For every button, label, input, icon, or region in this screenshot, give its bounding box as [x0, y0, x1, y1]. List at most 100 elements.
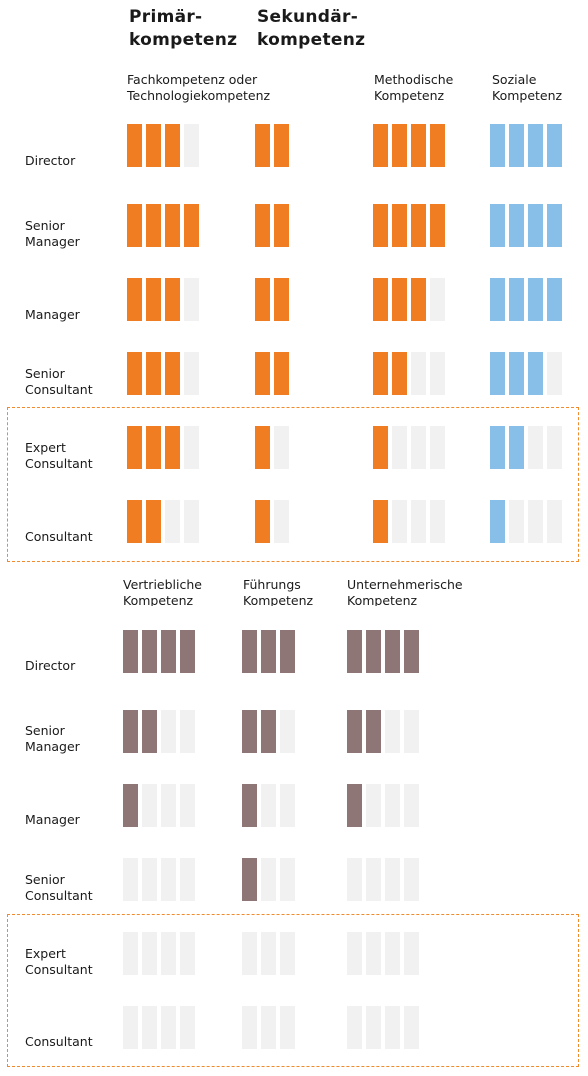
- bar-seg-s1-c1-director-1-filled: [127, 124, 142, 167]
- bar-seg-s1-c1-manager-4-empty: [184, 278, 199, 321]
- bar-seg-s2-c2-senior-manager-3-empty: [280, 710, 295, 753]
- bar-seg-s1-c1-consultant-2-filled: [146, 500, 161, 543]
- bar-seg-s1-c1-consultant-3-empty: [165, 500, 180, 543]
- bar-seg-s1-c3-consultant-4-empty: [430, 500, 445, 543]
- bar-seg-s1-c3-expert-consultant-2-empty: [392, 426, 407, 469]
- bar-seg-s1-c2-consultant-2-empty: [274, 500, 289, 543]
- bar-seg-s1-c4-director-4-filled: [547, 124, 562, 167]
- bar-seg-s2-c1-expert-consultant-4-empty: [180, 932, 195, 975]
- bar-seg-s2-c1-senior-manager-2-filled: [142, 710, 157, 753]
- primary-competence-heading: Primär- kompetenz: [129, 6, 237, 52]
- bar-seg-s2-c2-expert-consultant-1-empty: [242, 932, 257, 975]
- bar-seg-s2-c2-consultant-2-empty: [261, 1006, 276, 1049]
- bar-seg-s1-c2-expert-consultant-1-filled: [255, 426, 270, 469]
- bar-seg-s2-c1-manager-3-empty: [161, 784, 176, 827]
- bar-seg-s2-c1-senior-consultant-4-empty: [180, 858, 195, 901]
- bar-seg-s1-c1-expert-consultant-2-filled: [146, 426, 161, 469]
- bar-seg-s1-c1-senior-manager-2-filled: [146, 204, 161, 247]
- bar-seg-s1-c3-senior-manager-3-filled: [411, 204, 426, 247]
- bar-seg-s2-c3-senior-manager-1-filled: [347, 710, 362, 753]
- bar-seg-s2-c1-director-2-filled: [142, 630, 157, 673]
- bar-seg-s2-c3-expert-consultant-2-empty: [366, 932, 381, 975]
- bar-seg-s1-c1-senior-consultant-4-empty: [184, 352, 199, 395]
- bar-seg-s1-c1-expert-consultant-3-filled: [165, 426, 180, 469]
- bar-seg-s2-c3-director-1-filled: [347, 630, 362, 673]
- bar-seg-s1-c3-senior-consultant-2-filled: [392, 352, 407, 395]
- bar-seg-s2-c2-manager-3-empty: [280, 784, 295, 827]
- bar-seg-s2-c3-manager-3-empty: [385, 784, 400, 827]
- bar-seg-s1-c1-senior-manager-1-filled: [127, 204, 142, 247]
- bar-seg-s2-c3-consultant-4-empty: [404, 1006, 419, 1049]
- row-label-director-2: Director: [25, 658, 75, 674]
- row-label-expert-consultant-1: Expert Consultant: [25, 440, 93, 472]
- bar-seg-s1-c1-expert-consultant-1-filled: [127, 426, 142, 469]
- bar-seg-s2-c1-senior-consultant-3-empty: [161, 858, 176, 901]
- bar-seg-s1-c3-senior-manager-1-filled: [373, 204, 388, 247]
- bar-seg-s2-c2-consultant-1-empty: [242, 1006, 257, 1049]
- bar-seg-s1-c2-senior-consultant-2-filled: [274, 352, 289, 395]
- bar-seg-s2-c2-director-3-filled: [280, 630, 295, 673]
- bar-seg-s2-c2-consultant-3-empty: [280, 1006, 295, 1049]
- bar-seg-s1-c4-manager-2-filled: [509, 278, 524, 321]
- bar-seg-s2-c3-consultant-2-empty: [366, 1006, 381, 1049]
- bar-seg-s2-c3-senior-consultant-2-empty: [366, 858, 381, 901]
- row-label-senior-manager-1: Senior Manager: [25, 218, 80, 250]
- bar-seg-s1-c1-expert-consultant-4-empty: [184, 426, 199, 469]
- bar-seg-s1-c1-senior-consultant-1-filled: [127, 352, 142, 395]
- bar-seg-s1-c2-senior-manager-1-filled: [255, 204, 270, 247]
- bar-seg-s2-c2-expert-consultant-2-empty: [261, 932, 276, 975]
- bar-seg-s1-c1-consultant-1-filled: [127, 500, 142, 543]
- bar-seg-s1-c3-senior-consultant-3-empty: [411, 352, 426, 395]
- row-label-director-1: Director: [25, 153, 75, 169]
- bar-seg-s2-c2-director-2-filled: [261, 630, 276, 673]
- bar-seg-s1-c4-consultant-2-empty: [509, 500, 524, 543]
- bar-seg-s1-c1-senior-consultant-2-filled: [146, 352, 161, 395]
- bar-seg-s1-c4-director-2-filled: [509, 124, 524, 167]
- bar-seg-s1-c4-senior-manager-3-filled: [528, 204, 543, 247]
- bar-seg-s1-c3-consultant-1-filled: [373, 500, 388, 543]
- bar-seg-s1-c3-director-3-filled: [411, 124, 426, 167]
- bar-seg-s2-c1-manager-1-filled: [123, 784, 138, 827]
- bar-seg-s2-c3-expert-consultant-3-empty: [385, 932, 400, 975]
- column-header-fuehrungs-kompetenz: Führungs Kompetenz: [243, 577, 313, 606]
- bar-seg-s2-c2-senior-consultant-3-empty: [280, 858, 295, 901]
- bar-seg-s2-c1-manager-2-empty: [142, 784, 157, 827]
- bar-seg-s2-c3-consultant-3-empty: [385, 1006, 400, 1049]
- bar-seg-s2-c1-senior-manager-4-empty: [180, 710, 195, 753]
- bar-seg-s1-c3-senior-consultant-4-empty: [430, 352, 445, 395]
- bar-seg-s2-c2-manager-2-empty: [261, 784, 276, 827]
- bar-seg-s1-c4-expert-consultant-2-filled: [509, 426, 524, 469]
- bar-seg-s1-c1-director-3-filled: [165, 124, 180, 167]
- row-label-senior-consultant-2: Senior Consultant: [25, 872, 93, 904]
- bar-seg-s2-c3-director-4-filled: [404, 630, 419, 673]
- bar-seg-s2-c3-senior-manager-4-empty: [404, 710, 419, 753]
- bar-seg-s1-c4-senior-consultant-4-empty: [547, 352, 562, 395]
- bar-seg-s2-c1-expert-consultant-2-empty: [142, 932, 157, 975]
- bar-seg-s1-c4-senior-manager-2-filled: [509, 204, 524, 247]
- bar-seg-s1-c4-senior-consultant-2-filled: [509, 352, 524, 395]
- bar-seg-s2-c1-consultant-3-empty: [161, 1006, 176, 1049]
- bar-seg-s1-c4-manager-4-filled: [547, 278, 562, 321]
- bar-seg-s2-c2-senior-consultant-1-filled: [242, 858, 257, 901]
- column-header-unternehmerische-kompetenz: Unternehmerische Kompetenz: [347, 577, 463, 606]
- bar-seg-s2-c3-manager-4-empty: [404, 784, 419, 827]
- bar-seg-s1-c3-manager-3-filled: [411, 278, 426, 321]
- bar-seg-s2-c3-director-3-filled: [385, 630, 400, 673]
- bar-seg-s1-c3-director-4-filled: [430, 124, 445, 167]
- bar-seg-s2-c1-senior-consultant-1-empty: [123, 858, 138, 901]
- bar-seg-s1-c1-manager-3-filled: [165, 278, 180, 321]
- bar-seg-s1-c3-senior-manager-4-filled: [430, 204, 445, 247]
- bar-seg-s2-c1-consultant-2-empty: [142, 1006, 157, 1049]
- bar-seg-s2-c2-senior-manager-2-filled: [261, 710, 276, 753]
- bar-seg-s2-c3-manager-2-empty: [366, 784, 381, 827]
- bar-seg-s1-c1-senior-manager-3-filled: [165, 204, 180, 247]
- bar-seg-s1-c4-senior-consultant-3-filled: [528, 352, 543, 395]
- row-label-expert-consultant-2: Expert Consultant: [25, 946, 93, 978]
- bar-seg-s1-c4-senior-consultant-1-filled: [490, 352, 505, 395]
- row-label-consultant-2: Consultant: [25, 1034, 93, 1050]
- bar-seg-s2-c2-expert-consultant-3-empty: [280, 932, 295, 975]
- bar-seg-s1-c3-consultant-2-empty: [392, 500, 407, 543]
- bar-seg-s1-c4-consultant-3-empty: [528, 500, 543, 543]
- bar-seg-s2-c3-senior-consultant-4-empty: [404, 858, 419, 901]
- bar-seg-s2-c1-expert-consultant-1-empty: [123, 932, 138, 975]
